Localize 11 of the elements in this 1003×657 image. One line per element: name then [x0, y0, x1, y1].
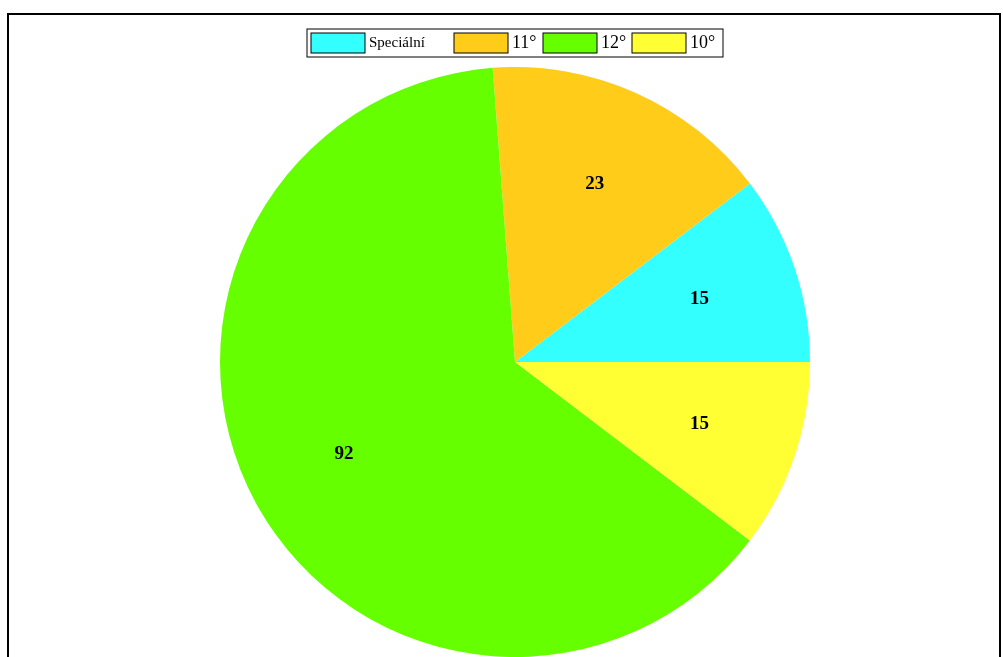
legend-label: 12°	[601, 32, 627, 53]
pie-slice	[515, 362, 810, 541]
data-label: 23	[585, 171, 605, 193]
legend-label: 11°	[512, 32, 537, 53]
pie-slice	[492, 67, 750, 362]
data-label: 15	[690, 287, 710, 309]
legend-label: Speciální	[369, 34, 425, 51]
pie-slice	[220, 67, 750, 657]
data-label: 15	[690, 411, 710, 433]
data-label: 92	[334, 442, 354, 464]
legend-label: 10°	[690, 32, 716, 53]
